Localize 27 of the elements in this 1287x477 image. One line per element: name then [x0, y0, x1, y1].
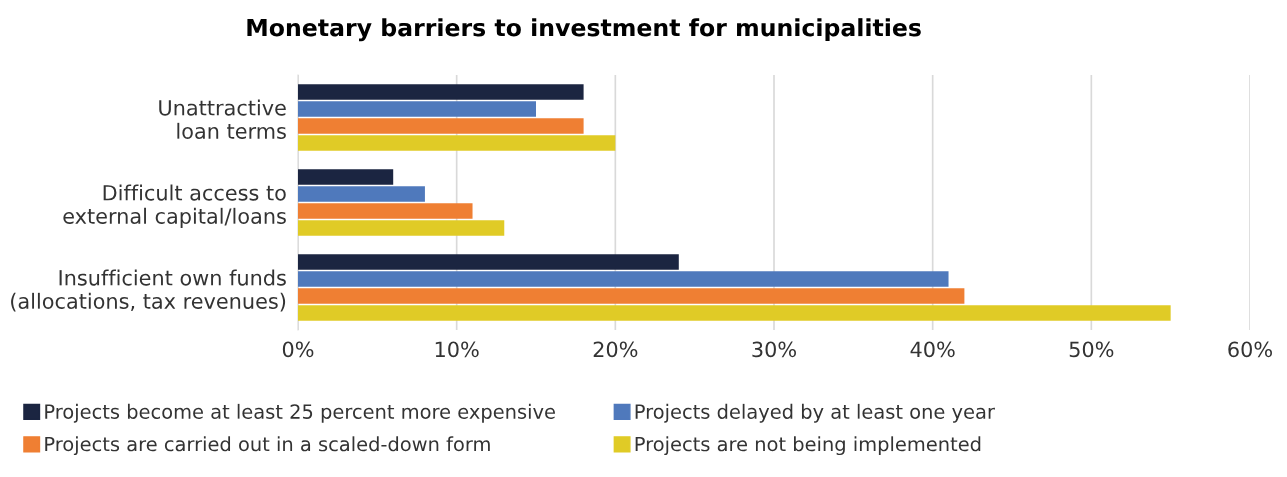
bar [298, 118, 584, 134]
y-tick-label: Unattractive loan terms [159, 99, 286, 139]
x-tick-label: 0% [282, 341, 314, 358]
bar [298, 305, 1171, 321]
y-tick-label: Insufficient own funds (allocations, tax revenues) [11, 269, 286, 312]
bar [298, 254, 679, 270]
bar [298, 220, 505, 236]
bar [298, 84, 584, 100]
bar [298, 169, 394, 185]
x-tick-label: 30% [752, 341, 796, 358]
chart-title: Monetary barriers to investment for municipalities [247, 18, 921, 42]
bar [298, 288, 965, 304]
bar [298, 271, 949, 287]
bar [298, 203, 473, 219]
bar [298, 135, 616, 151]
x-tick-label: 20% [593, 341, 638, 358]
x-tick-label: 60% [1228, 341, 1272, 358]
x-tick-label: 50% [1069, 341, 1114, 358]
y-tick-label: Difficult access to external capital/loans [63, 184, 286, 228]
bar [298, 186, 425, 202]
legend-label: Projects become at least 25 percent more expensive [45, 403, 555, 423]
legend-label: Projects delayed by at least one year [635, 403, 995, 423]
x-tick-label: 40% [910, 341, 955, 358]
legend-label: Projects are not being implemented [635, 436, 981, 456]
x-tick-label: 10% [435, 341, 479, 358]
bar [298, 101, 536, 117]
legend-label: Projects are carried out in a scaled-down form [45, 436, 490, 456]
